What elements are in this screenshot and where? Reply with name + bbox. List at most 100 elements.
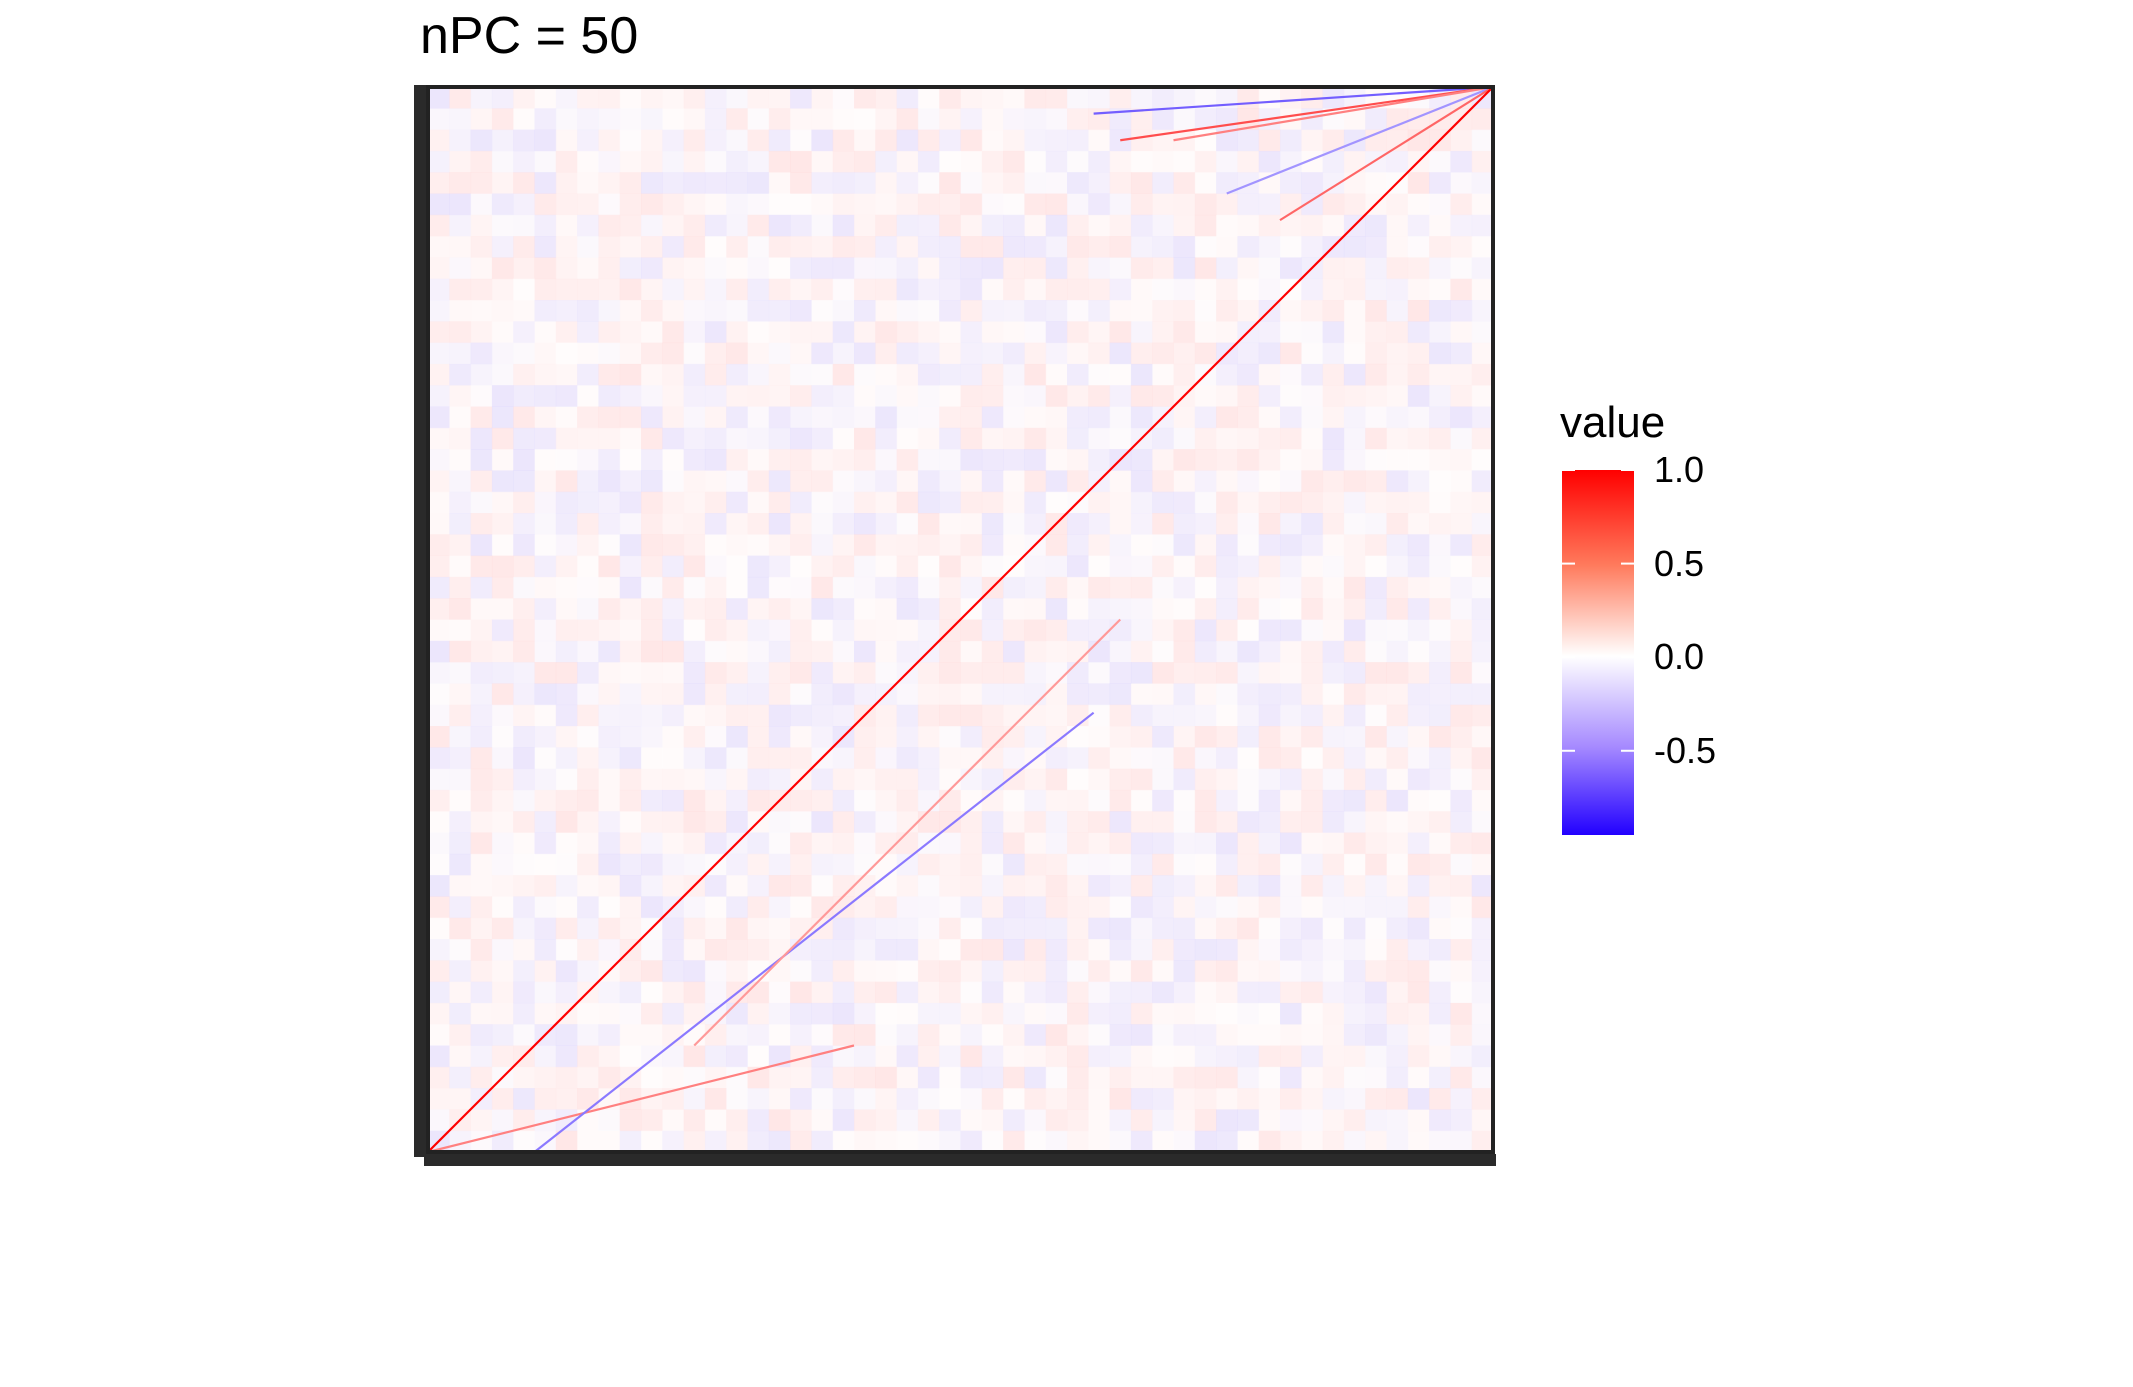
- heatmap-cell: [1450, 917, 1473, 940]
- heatmap-cell: [513, 619, 535, 642]
- heatmap-cell: [1386, 768, 1409, 791]
- heatmap-cell: [1045, 342, 1068, 365]
- heatmap-cell: [428, 342, 450, 365]
- heatmap-cell: [1407, 875, 1430, 897]
- heatmap-cell: [875, 300, 898, 322]
- heatmap-cell: [747, 214, 770, 237]
- heatmap-cell: [1194, 513, 1217, 535]
- heatmap-cell: [1322, 1045, 1345, 1068]
- heatmap-cell: [854, 1130, 876, 1153]
- heatmap-cell: [790, 811, 812, 833]
- heatmap-cell: [1003, 491, 1025, 514]
- heatmap-cell: [534, 555, 557, 578]
- heatmap-cell: [790, 491, 812, 514]
- heatmap-cell: [491, 87, 514, 109]
- heatmap-cell: [1301, 385, 1324, 407]
- heatmap-cell: [1407, 534, 1430, 557]
- heatmap-cell: [1216, 768, 1238, 791]
- heatmap-cell: [832, 747, 855, 770]
- heatmap-cell: [1237, 1024, 1260, 1046]
- heatmap-cell: [1471, 385, 1494, 407]
- heatmap-cell: [1343, 172, 1366, 194]
- heatmap-cell: [1471, 1045, 1494, 1068]
- heatmap-cell: [1280, 214, 1302, 237]
- heatmap-cell: [534, 449, 557, 471]
- heatmap-cell: [939, 683, 961, 706]
- heatmap-cell: [1216, 726, 1238, 748]
- heatmap-cell: [577, 150, 599, 173]
- heatmap-cell: [1322, 1024, 1345, 1046]
- heatmap-cell: [981, 150, 1004, 173]
- heatmap-cell: [1386, 662, 1409, 684]
- heatmap-cell: [491, 896, 514, 919]
- heatmap-cell: [662, 300, 685, 322]
- heatmap-cell: [875, 747, 898, 770]
- heatmap-cell: [619, 576, 642, 599]
- heatmap-cell: [875, 726, 898, 748]
- heatmap-cell: [1109, 278, 1132, 301]
- heatmap-cell: [449, 427, 472, 450]
- heatmap-cell: [662, 598, 685, 620]
- heatmap-cell: [1429, 385, 1451, 407]
- heatmap-cell: [470, 1045, 493, 1068]
- heatmap-cell: [619, 960, 642, 983]
- heatmap-cell: [1450, 300, 1473, 322]
- heatmap-cell: [832, 214, 855, 237]
- heatmap-cell: [726, 491, 748, 514]
- heatmap-cell: [598, 385, 621, 407]
- heatmap-cell: [1407, 1045, 1430, 1068]
- heatmap-cell: [683, 491, 706, 514]
- heatmap-cell: [598, 662, 621, 684]
- heatmap-cell: [683, 150, 706, 173]
- heatmap-cell: [832, 1088, 855, 1110]
- heatmap-cell: [939, 534, 961, 557]
- heatmap-cell: [811, 278, 834, 301]
- heatmap-cell: [641, 1130, 663, 1153]
- heatmap-cell: [960, 278, 983, 301]
- heatmap-cell: [1067, 1109, 1089, 1132]
- heatmap-cell: [1194, 449, 1217, 471]
- heatmap-cell: [790, 129, 812, 152]
- heatmap-cell: [939, 193, 961, 216]
- heatmap-cell: [747, 981, 770, 1004]
- heatmap-cell: [1173, 726, 1196, 748]
- heatmap-cell: [726, 555, 748, 578]
- heatmap-cell: [1216, 150, 1238, 173]
- heatmap-cell: [896, 917, 919, 940]
- heatmap-cell: [662, 321, 685, 344]
- heatmap-cell: [939, 150, 961, 173]
- heatmap-cell: [1365, 214, 1387, 237]
- heatmap-cell: [491, 768, 514, 791]
- heatmap-cell: [1322, 960, 1345, 983]
- heatmap-cell: [1471, 640, 1494, 663]
- heatmap-cell: [1450, 640, 1473, 663]
- heatmap-cell: [598, 300, 621, 322]
- heatmap-cell: [662, 172, 685, 194]
- heatmap-cell: [790, 1045, 812, 1068]
- heatmap-cell: [1450, 789, 1473, 812]
- heatmap-cell: [811, 342, 834, 365]
- heatmap-cell: [598, 193, 621, 216]
- heatmap-cell: [683, 576, 706, 599]
- heatmap-cell: [470, 1024, 493, 1046]
- heatmap-cell: [513, 1066, 535, 1089]
- heatmap-cell: [683, 193, 706, 216]
- heatmap-cell: [768, 832, 791, 855]
- heatmap-cell: [449, 683, 472, 706]
- heatmap-cell: [513, 427, 535, 450]
- heatmap-cell: [1237, 960, 1260, 983]
- heatmap-cell: [555, 747, 578, 770]
- heatmap-cell: [1045, 1109, 1068, 1132]
- heatmap-cell: [1088, 768, 1111, 791]
- heatmap-cell: [1343, 300, 1366, 322]
- heatmap-cell: [1216, 257, 1238, 280]
- heatmap-cell: [470, 896, 493, 919]
- heatmap-cell: [1258, 321, 1281, 344]
- heatmap-cell: [555, 257, 578, 280]
- heatmap-cell: [683, 236, 706, 258]
- heatmap-cell: [1280, 768, 1302, 791]
- heatmap-cell: [1109, 1109, 1132, 1132]
- heatmap-cell: [1322, 513, 1345, 535]
- heatmap-cell: [811, 257, 834, 280]
- heatmap-cell: [1343, 960, 1366, 983]
